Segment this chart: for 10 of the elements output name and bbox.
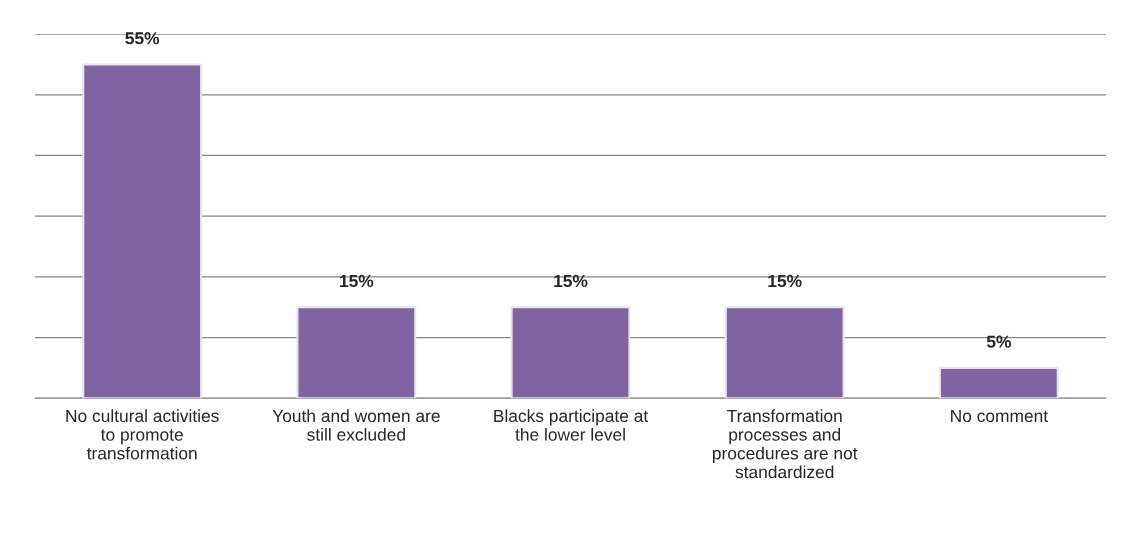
x-tick-label: Youth and women are still excluded: [272, 409, 440, 441]
data-label: 5%: [986, 335, 1011, 348]
data-label: 15%: [554, 274, 588, 288]
data-label: 15%: [340, 274, 374, 288]
x-tick-label: No comment: [951, 409, 1048, 423]
data-label: 15%: [768, 274, 802, 288]
x-tick-label: No cultural activities to promote transformation: [66, 409, 219, 460]
x-tick-label: Blacks participate at the lower level: [494, 409, 649, 441]
x-tick-label: Transformation processes and procedures are not standardized: [712, 409, 858, 479]
data-label: 55%: [125, 32, 160, 45]
